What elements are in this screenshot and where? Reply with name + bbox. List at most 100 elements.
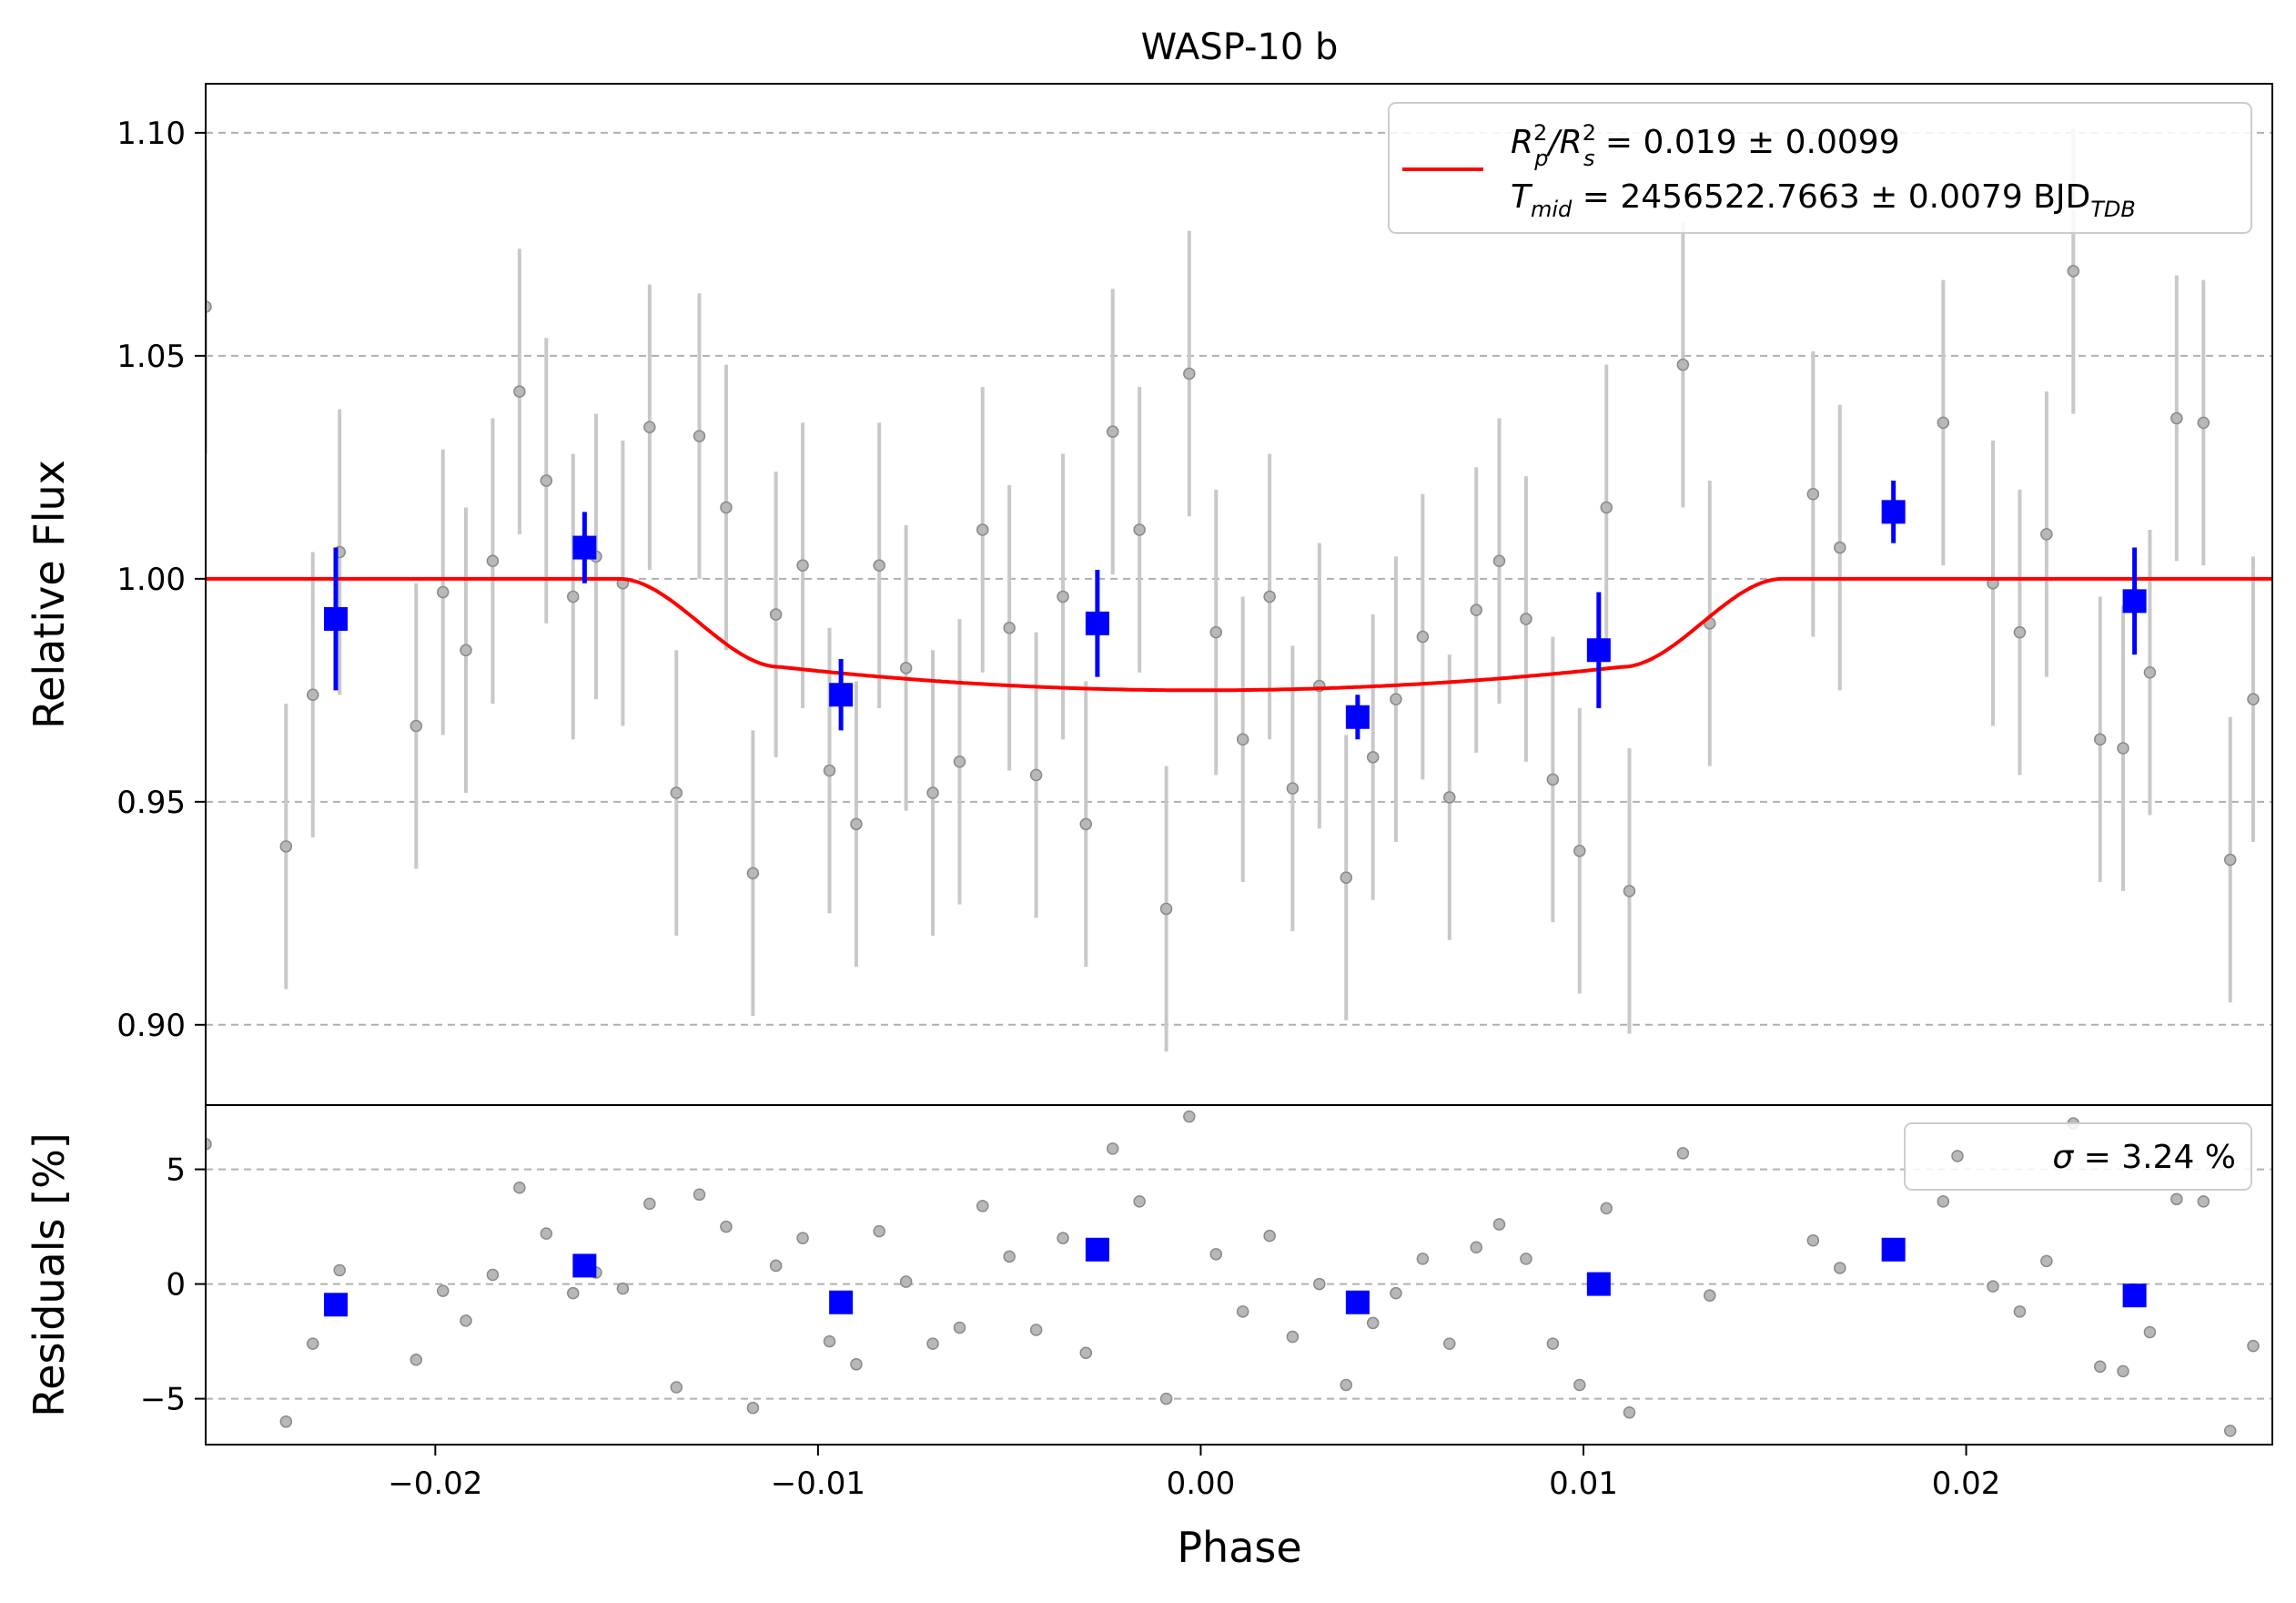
bottom-gridlines [206, 1168, 2272, 1400]
raw-point [1470, 604, 1482, 616]
residual-raw-point [1133, 1195, 1146, 1208]
residual-raw-point [333, 1263, 346, 1277]
raw-point [796, 559, 809, 572]
raw-point [976, 523, 989, 536]
residual-raw-point [1987, 1280, 1999, 1293]
residual-raw-point [1443, 1337, 1456, 1350]
top-legend: R2 p/R2 s = 0.019 ± 0.0099 Tmid = 2456522.… [1388, 102, 2252, 234]
raw-point [1183, 367, 1196, 380]
residual-raw-point [1834, 1262, 1846, 1274]
raw-point [2143, 665, 2157, 679]
raw-point [410, 719, 423, 733]
residual-raw-point [206, 1138, 212, 1151]
raw-point [693, 430, 706, 442]
residual-raw-point [1416, 1253, 1430, 1265]
residual-raw-point [1003, 1250, 1016, 1263]
legend-depth-entry: R2 p/R2 s = 0.019 ± 0.0099 [1511, 120, 1900, 171]
raw-point [643, 421, 656, 434]
binned-point [1586, 638, 1611, 663]
raw-point [769, 608, 783, 621]
residual-raw-point [2247, 1339, 2260, 1353]
raw-point [279, 840, 293, 853]
x-tick-label: 0.01 [1549, 1466, 1618, 1502]
residual-raw-points [206, 1110, 2260, 1437]
raw-point [850, 817, 863, 831]
residual-raw-point [1520, 1253, 1532, 1265]
raw-point [1079, 817, 1093, 831]
residual-raw-point [1492, 1218, 1506, 1231]
residual-raw-point [566, 1286, 580, 1300]
transit-model [206, 576, 2272, 693]
residual-binned-point [1586, 1272, 1611, 1296]
binned-point [1881, 500, 1906, 524]
x-tick-label: −0.01 [771, 1466, 865, 1502]
binned-point [1345, 705, 1370, 729]
residual-raw-point [307, 1337, 319, 1350]
binned-point [323, 606, 348, 631]
raw-point [2197, 416, 2210, 430]
residual-binned-point [829, 1290, 854, 1314]
residual-raw-point [1704, 1289, 1716, 1302]
residual-raw-point [1366, 1316, 1380, 1330]
residual-binned-point [1345, 1290, 1370, 1314]
raw-point [566, 590, 580, 604]
x-axis-label: Phase [1177, 1523, 1301, 1572]
raw-point [1676, 358, 1690, 371]
top-binned-points [323, 481, 2147, 740]
raw-point [1834, 541, 1846, 554]
binned-point [2122, 589, 2147, 614]
bottom-axes-frame [205, 1104, 2273, 1446]
residual-raw-point [460, 1314, 472, 1327]
raw-point [899, 662, 913, 675]
residual-raw-point [2143, 1325, 2157, 1339]
raw-point [436, 585, 450, 599]
residual-raw-point [1209, 1248, 1223, 1261]
raw-point [1492, 554, 1506, 568]
residual-binned-point [1085, 1237, 1109, 1262]
raw-point [1133, 523, 1146, 536]
residual-raw-point [1236, 1305, 1249, 1318]
top-raw-errorbars [206, 127, 2255, 1052]
raw-point [2170, 411, 2183, 425]
x-tick-label: 0.02 [1932, 1466, 2001, 1502]
raw-point [1003, 621, 1016, 634]
raw-point [513, 385, 526, 398]
raw-point [1286, 782, 1300, 795]
residual-raw-point [2170, 1192, 2183, 1206]
residual-raw-point [823, 1334, 836, 1348]
residual-raw-point [1159, 1392, 1173, 1405]
residual-raw-point [1340, 1378, 1353, 1392]
top-y-tick-label: 0.95 [116, 785, 186, 821]
residual-raw-point [1029, 1324, 1043, 1336]
raw-point [486, 554, 500, 568]
raw-point [1443, 791, 1456, 804]
binned-point [829, 683, 854, 707]
raw-point [1806, 488, 1820, 501]
residual-raw-point [899, 1275, 913, 1288]
raw-point [1263, 590, 1276, 604]
raw-point [2094, 733, 2107, 746]
residual-legend-box [1904, 1122, 2252, 1191]
residual-raw-point [1937, 1195, 1950, 1208]
x-tick-label: 0.00 [1167, 1466, 1236, 1502]
residual-raw-point [1263, 1229, 1276, 1243]
residual-raw-point [850, 1358, 863, 1371]
residual-raw-point [279, 1415, 293, 1428]
raw-point [1573, 844, 1586, 857]
top-y-ticks: 0.90 0.95 1.00 1.05 1.10 [116, 116, 206, 1044]
top-y-tick-label: 1.05 [116, 339, 186, 375]
residual-raw-point [616, 1282, 630, 1295]
raw-point [1209, 625, 1223, 639]
residual-raw-point [1676, 1147, 1690, 1160]
residual-raw-point [1313, 1277, 1326, 1291]
residual-raw-point [976, 1200, 989, 1212]
raw-point [1623, 885, 1636, 898]
raw-point [1366, 751, 1380, 764]
residual-binned-point [572, 1253, 597, 1278]
x-tick-label: −0.02 [388, 1466, 482, 1502]
raw-point [2013, 625, 2027, 639]
residual-raw-point [436, 1284, 450, 1297]
binned-point [572, 535, 597, 560]
residual-raw-point [1470, 1241, 1482, 1254]
legend-sigma-entry: σ = 3.24 % [2052, 1139, 2236, 1176]
